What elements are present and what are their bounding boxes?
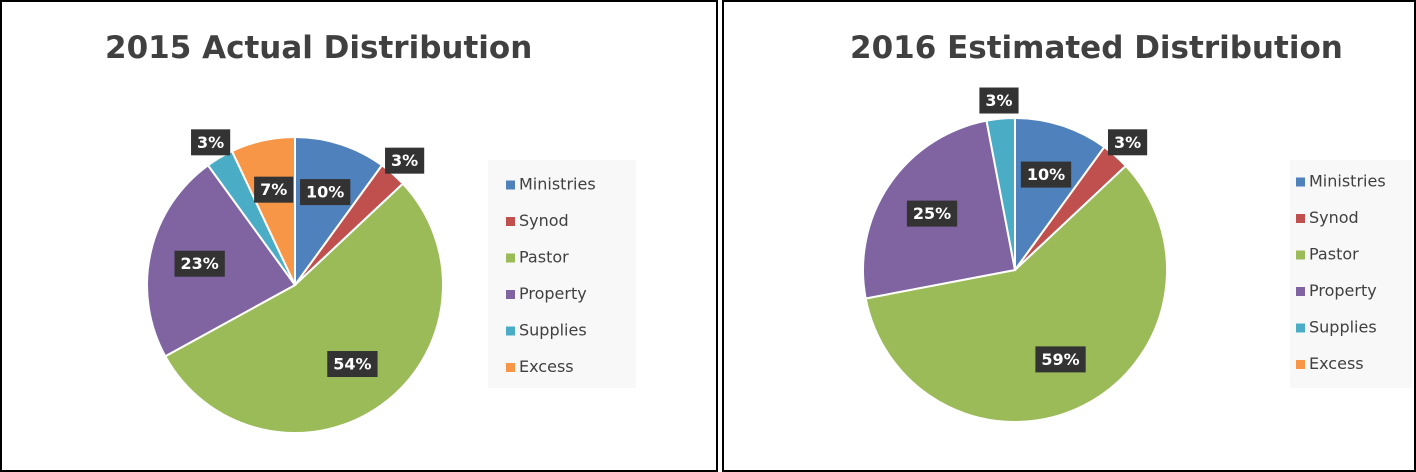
pie-slice <box>230 135 296 286</box>
data-label: 10% <box>1027 165 1065 184</box>
data-label: 25% <box>913 204 951 223</box>
legend-box <box>1290 160 1412 388</box>
data-label-bg <box>174 250 225 277</box>
data-label: 59% <box>1041 350 1079 369</box>
data-label-bg <box>191 129 231 156</box>
legend-label: Synod <box>519 211 569 230</box>
legend-label: Property <box>1309 281 1377 300</box>
data-label: 7% <box>260 180 287 199</box>
data-label: 3% <box>197 133 224 152</box>
legend-swatch <box>506 217 515 226</box>
data-label: 3% <box>391 151 418 170</box>
pie-slice <box>864 164 1168 423</box>
chart-title: 2015 Actual Distribution <box>105 30 532 66</box>
legend-swatch <box>1296 250 1305 260</box>
pie-slice <box>294 135 384 289</box>
legend-label: Supplies <box>519 321 587 340</box>
legend-label: Ministries <box>519 175 596 194</box>
legend-label: Pastor <box>1309 245 1359 264</box>
legend-box <box>488 160 636 388</box>
data-label-bg <box>906 200 958 227</box>
legend-swatch <box>1296 323 1305 333</box>
data-label-bg <box>254 176 294 203</box>
legend-label: Ministries <box>1309 172 1386 191</box>
legend-swatch <box>1296 177 1305 187</box>
data-label-bg <box>1107 129 1148 156</box>
data-label: 3% <box>1114 133 1141 152</box>
legend-label: Excess <box>1309 354 1364 373</box>
chart-title: 2016 Estimated Distribution <box>850 30 1343 66</box>
legend-swatch <box>506 253 515 263</box>
data-label-bg <box>385 147 425 174</box>
data-label: 10% <box>306 183 344 202</box>
legend-swatch <box>1296 360 1305 369</box>
pie-slice <box>1014 116 1106 274</box>
legend-swatch <box>1296 287 1305 296</box>
legend-label: Property <box>519 284 587 303</box>
legend-label: Synod <box>1309 208 1359 227</box>
data-label: 23% <box>181 254 219 273</box>
legend-swatch <box>506 326 515 336</box>
legend-label: Excess <box>519 357 574 376</box>
legend-swatch <box>1296 214 1305 223</box>
legend-swatch <box>506 363 515 372</box>
data-label: 3% <box>985 91 1012 110</box>
legend-swatch <box>506 290 515 299</box>
legend-label: Pastor <box>519 248 569 267</box>
data-label-bg <box>979 87 1019 114</box>
data-label: 54% <box>333 355 371 374</box>
data-label-bg <box>300 179 351 206</box>
data-label-bg <box>1020 161 1072 188</box>
data-label-bg <box>1035 346 1086 373</box>
legend-swatch <box>506 180 515 190</box>
legend-label: Supplies <box>1309 318 1377 337</box>
data-label-bg <box>327 351 378 378</box>
